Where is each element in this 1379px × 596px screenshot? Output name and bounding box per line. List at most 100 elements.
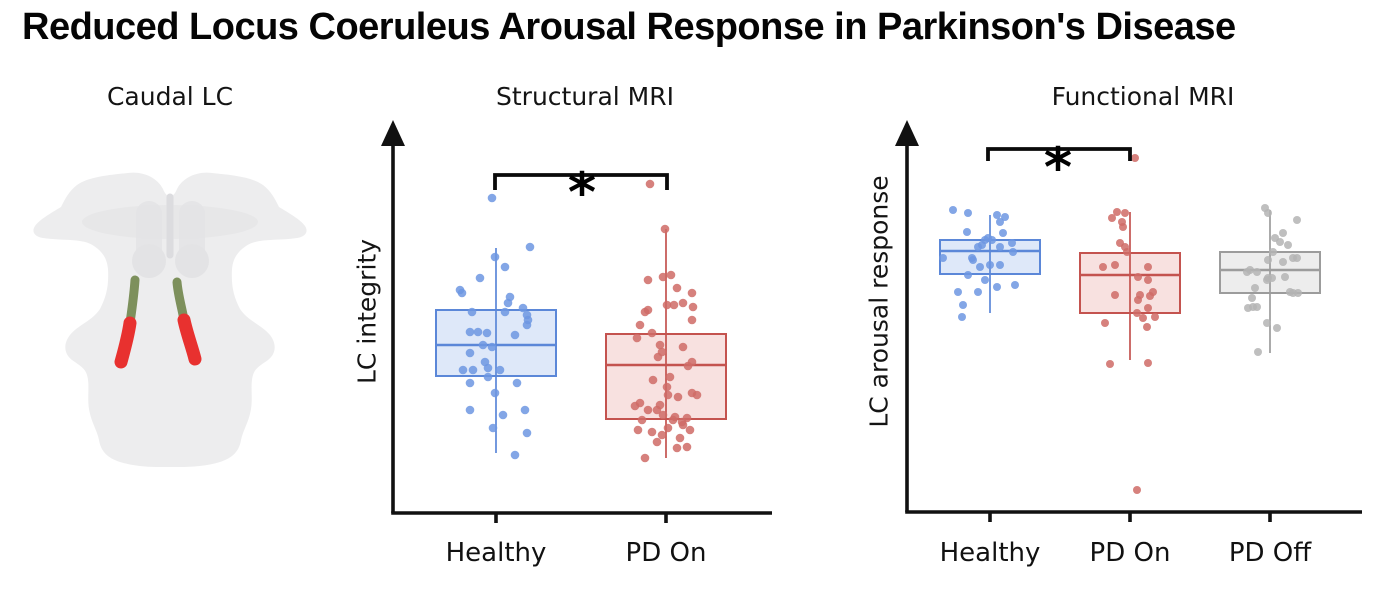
data-point bbox=[520, 405, 530, 415]
data-point bbox=[1281, 273, 1289, 281]
data-point bbox=[465, 327, 475, 337]
data-point bbox=[490, 252, 500, 262]
data-point bbox=[663, 390, 673, 400]
data-point bbox=[682, 442, 692, 452]
data-point bbox=[652, 437, 662, 447]
data-point bbox=[1111, 261, 1119, 269]
data-point bbox=[510, 450, 520, 460]
data-point bbox=[465, 378, 475, 388]
data-point bbox=[640, 307, 650, 317]
data-point bbox=[993, 283, 1001, 291]
data-point bbox=[475, 273, 485, 283]
data-point bbox=[1253, 303, 1261, 311]
data-point bbox=[964, 209, 972, 217]
data-point bbox=[949, 206, 957, 214]
significance-bracket bbox=[493, 173, 669, 190]
data-point bbox=[657, 430, 667, 440]
data-point bbox=[1011, 281, 1019, 289]
structural-category-healthy: Healthy bbox=[445, 538, 547, 568]
data-point bbox=[1144, 276, 1152, 284]
data-point bbox=[1294, 289, 1302, 297]
data-point bbox=[963, 228, 971, 236]
data-point bbox=[672, 443, 682, 453]
data-point bbox=[658, 272, 668, 282]
data-point bbox=[503, 298, 513, 308]
data-point bbox=[1134, 296, 1142, 304]
data-point bbox=[1264, 256, 1272, 264]
data-point bbox=[1133, 309, 1141, 317]
data-point bbox=[682, 413, 692, 423]
data-point bbox=[996, 243, 1004, 251]
data-point bbox=[518, 303, 528, 313]
structural-significance-asterisk: * bbox=[567, 161, 597, 224]
data-point bbox=[1111, 291, 1119, 299]
data-point bbox=[1248, 294, 1256, 302]
data-point bbox=[678, 298, 688, 308]
data-point bbox=[1254, 348, 1262, 356]
data-point bbox=[1293, 254, 1301, 262]
caudal-lc-right bbox=[177, 313, 202, 366]
data-point bbox=[1263, 319, 1271, 327]
data-point bbox=[1123, 248, 1131, 256]
structural-category-pd-on: PD On bbox=[625, 538, 707, 568]
data-point bbox=[1119, 223, 1127, 231]
data-point bbox=[1263, 276, 1271, 284]
data-point bbox=[665, 372, 675, 382]
data-point bbox=[1276, 238, 1284, 246]
data-point bbox=[669, 300, 679, 310]
data-point bbox=[640, 453, 650, 463]
data-point bbox=[500, 262, 510, 272]
data-point bbox=[1284, 241, 1292, 249]
data-point bbox=[692, 390, 702, 400]
data-point bbox=[483, 363, 493, 373]
data-point bbox=[1251, 284, 1259, 292]
data-point bbox=[525, 242, 535, 252]
data-point bbox=[1143, 323, 1151, 331]
box-outline bbox=[605, 333, 727, 420]
brainstem-left-bump bbox=[132, 244, 166, 278]
data-point bbox=[467, 307, 477, 317]
brainstem-body bbox=[33, 172, 307, 467]
data-point bbox=[1001, 213, 1009, 221]
data-point bbox=[648, 375, 658, 385]
data-point bbox=[465, 405, 475, 415]
data-point bbox=[522, 428, 532, 438]
data-point bbox=[495, 365, 505, 375]
data-point bbox=[1244, 304, 1252, 312]
data-point bbox=[688, 302, 698, 312]
data-point bbox=[468, 365, 478, 375]
data-point bbox=[1121, 209, 1129, 217]
data-point bbox=[683, 361, 693, 371]
data-point bbox=[685, 425, 695, 435]
box-outline bbox=[435, 309, 557, 377]
brainstem-render bbox=[33, 172, 307, 467]
data-point bbox=[488, 423, 498, 433]
data-point bbox=[658, 410, 668, 420]
data-point bbox=[643, 275, 653, 285]
data-point bbox=[1279, 229, 1287, 237]
data-point bbox=[954, 288, 962, 296]
data-point bbox=[672, 283, 682, 293]
data-point bbox=[487, 342, 497, 352]
data-point bbox=[1144, 263, 1152, 271]
data-point bbox=[510, 330, 520, 340]
data-point bbox=[652, 405, 662, 415]
data-point bbox=[1253, 268, 1261, 276]
data-point bbox=[675, 433, 685, 443]
data-point bbox=[996, 261, 1004, 269]
functional-category-pd-on: PD On bbox=[1089, 538, 1171, 568]
figure-title: Reduced Locus Coeruleus Arousal Response… bbox=[22, 6, 1236, 48]
data-point bbox=[1264, 209, 1272, 217]
data-point bbox=[647, 427, 657, 437]
data-point bbox=[663, 423, 673, 433]
data-point bbox=[1134, 273, 1142, 281]
data-point bbox=[630, 401, 640, 411]
data-point bbox=[1269, 248, 1277, 256]
data-point bbox=[974, 243, 982, 251]
data-point bbox=[1008, 239, 1016, 247]
data-point bbox=[958, 313, 966, 321]
brainstem-right-bump bbox=[175, 244, 209, 278]
data-point bbox=[1009, 248, 1017, 256]
data-point bbox=[687, 288, 697, 298]
